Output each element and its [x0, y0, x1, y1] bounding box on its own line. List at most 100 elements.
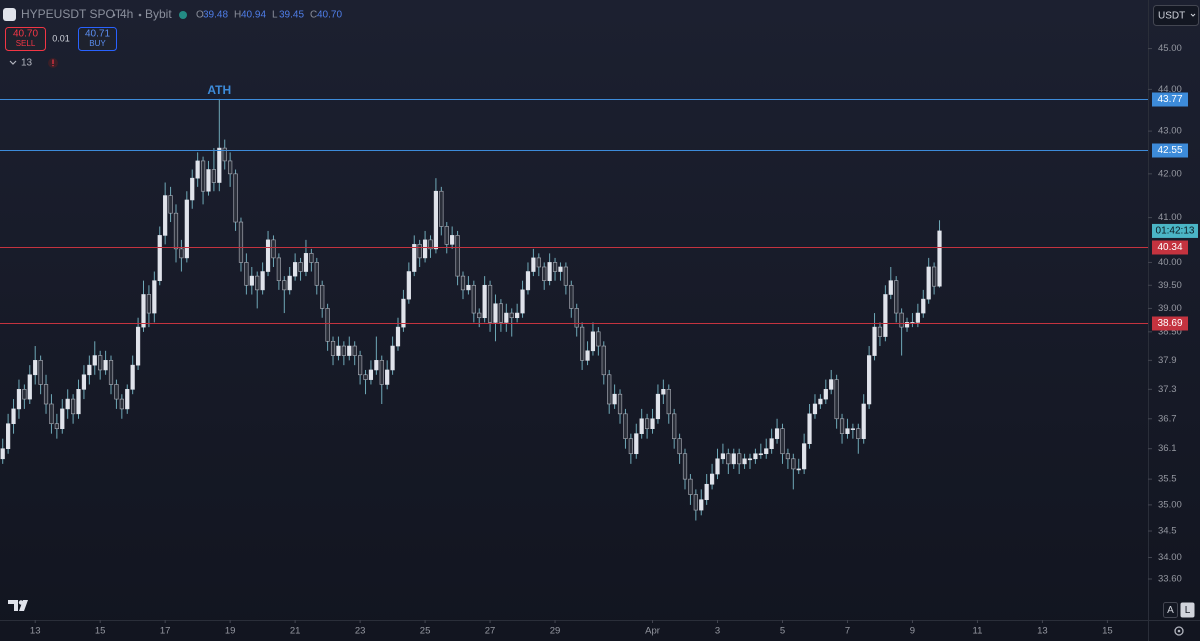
candle-body-down: [693, 494, 698, 511]
candle-body-down: [471, 284, 476, 314]
candle-body-down: [173, 212, 179, 250]
candle-body-down: [536, 257, 541, 268]
candle-body-up: [520, 289, 525, 314]
candle-body-down: [601, 345, 606, 376]
candle-body-up: [758, 453, 763, 456]
y-tick-label: 37.9: [1158, 355, 1177, 366]
y-tick-label: 43.00: [1158, 126, 1182, 137]
y-tick-label: 42.00: [1158, 168, 1182, 179]
indicators-toggle[interactable]: [9, 60, 17, 65]
candle-body-up: [650, 418, 655, 429]
candle-body-up: [130, 364, 135, 390]
buy-label: BUY: [89, 39, 106, 48]
candle-body-up: [422, 239, 428, 259]
candle-body-down: [856, 428, 861, 439]
candle-body-down: [211, 169, 216, 183]
candle-body-up: [293, 262, 298, 277]
symbol[interactable]: HYPEUSDT SPOT: [21, 7, 123, 21]
candle-body-up: [867, 355, 872, 405]
log-scale-label: L: [1185, 605, 1191, 616]
indicators-count: 13: [21, 58, 33, 69]
currency-chevron: [1190, 13, 1196, 17]
candle-body-up: [412, 244, 417, 272]
candle-body-down: [726, 453, 731, 465]
candle-body-down: [255, 275, 260, 291]
candle-body-up: [406, 271, 411, 300]
candle-body-down: [899, 312, 904, 328]
candle-body-up: [888, 280, 893, 295]
candle-body-down: [271, 239, 276, 259]
auto-scale-label: A: [1167, 605, 1174, 616]
candle-body-down: [487, 284, 493, 323]
candle-body-up: [390, 345, 395, 371]
candle-body-up: [807, 413, 812, 444]
candle-body-up: [883, 294, 888, 337]
y-tick-label: 35.5: [1158, 474, 1177, 485]
candle-body-down: [477, 312, 482, 319]
candle-body-down: [71, 398, 76, 415]
candle-body-up: [163, 195, 168, 236]
candle-body-down: [49, 403, 54, 425]
candle-body-up: [699, 499, 704, 511]
auto-scale-button[interactable]: [1163, 602, 1178, 618]
candle-body-down: [509, 312, 514, 319]
candle-body-up: [401, 298, 406, 328]
interval[interactable]: 4h: [120, 7, 133, 21]
settings-icon-center: [1177, 629, 1181, 633]
level-label: 38.69: [1157, 318, 1182, 329]
y-tick-label: 39.50: [1158, 280, 1182, 291]
log-scale-button[interactable]: [1180, 602, 1195, 618]
candle-body-up: [466, 284, 471, 291]
candle-body-up: [33, 360, 38, 376]
candle-body-up: [303, 253, 309, 272]
currency-button[interactable]: [1153, 5, 1199, 26]
candle-body-down: [54, 423, 59, 429]
settings-icon[interactable]: [1174, 626, 1184, 636]
candle-body-down: [352, 345, 357, 356]
sell-button[interactable]: [5, 27, 46, 51]
candle-body-up: [16, 389, 22, 410]
candle-body-up: [450, 235, 455, 245]
candle-body-down: [617, 393, 623, 415]
buy-button[interactable]: [78, 27, 117, 51]
ohlc-key: L: [272, 10, 278, 21]
alert-mark: [52, 65, 54, 67]
candle-body-down: [43, 384, 49, 405]
candle-body-down: [282, 280, 287, 291]
ohlc-value: 40.94: [241, 10, 266, 21]
candle-body-up: [531, 257, 536, 272]
candle-body-up: [249, 275, 254, 286]
candle-body-down: [737, 453, 742, 465]
countdown: 01:42:13: [1156, 226, 1195, 237]
candle-body-up: [60, 408, 65, 429]
candle-body-up: [764, 448, 769, 455]
candle-body-up: [504, 312, 509, 323]
candle-body-down: [363, 374, 368, 380]
candle-body-up: [915, 312, 920, 323]
y-tick-label: 36.1: [1158, 443, 1177, 454]
candle-body-up: [661, 389, 666, 395]
x-tick-label: 17: [160, 626, 171, 637]
candle-body-down: [341, 345, 346, 356]
candle-body-down: [38, 360, 43, 385]
candle-body-up: [347, 345, 352, 356]
candle-body-up: [152, 280, 157, 314]
candle-body-up: [385, 369, 390, 385]
y-tick-label: 39.00: [1158, 303, 1182, 314]
candle-body-up: [812, 403, 818, 415]
candle-body-up: [81, 374, 87, 390]
candle-body-down: [439, 190, 444, 227]
candle-body-down: [498, 303, 503, 323]
market-status: [179, 11, 187, 19]
candle-body-up: [87, 364, 92, 376]
level-label-box: [1152, 316, 1188, 331]
candle-body-up: [872, 326, 877, 356]
candle-body-up: [731, 453, 736, 465]
candle-body-down: [228, 160, 233, 175]
y-tick-label: 40.00: [1158, 257, 1182, 268]
x-tick-label: 15: [1102, 626, 1113, 637]
candle-body-up: [753, 453, 758, 460]
x-tick-label: 7: [845, 626, 850, 637]
ohlc-value: 39.48: [203, 10, 228, 21]
ohlc-value: 39.45: [279, 10, 304, 21]
